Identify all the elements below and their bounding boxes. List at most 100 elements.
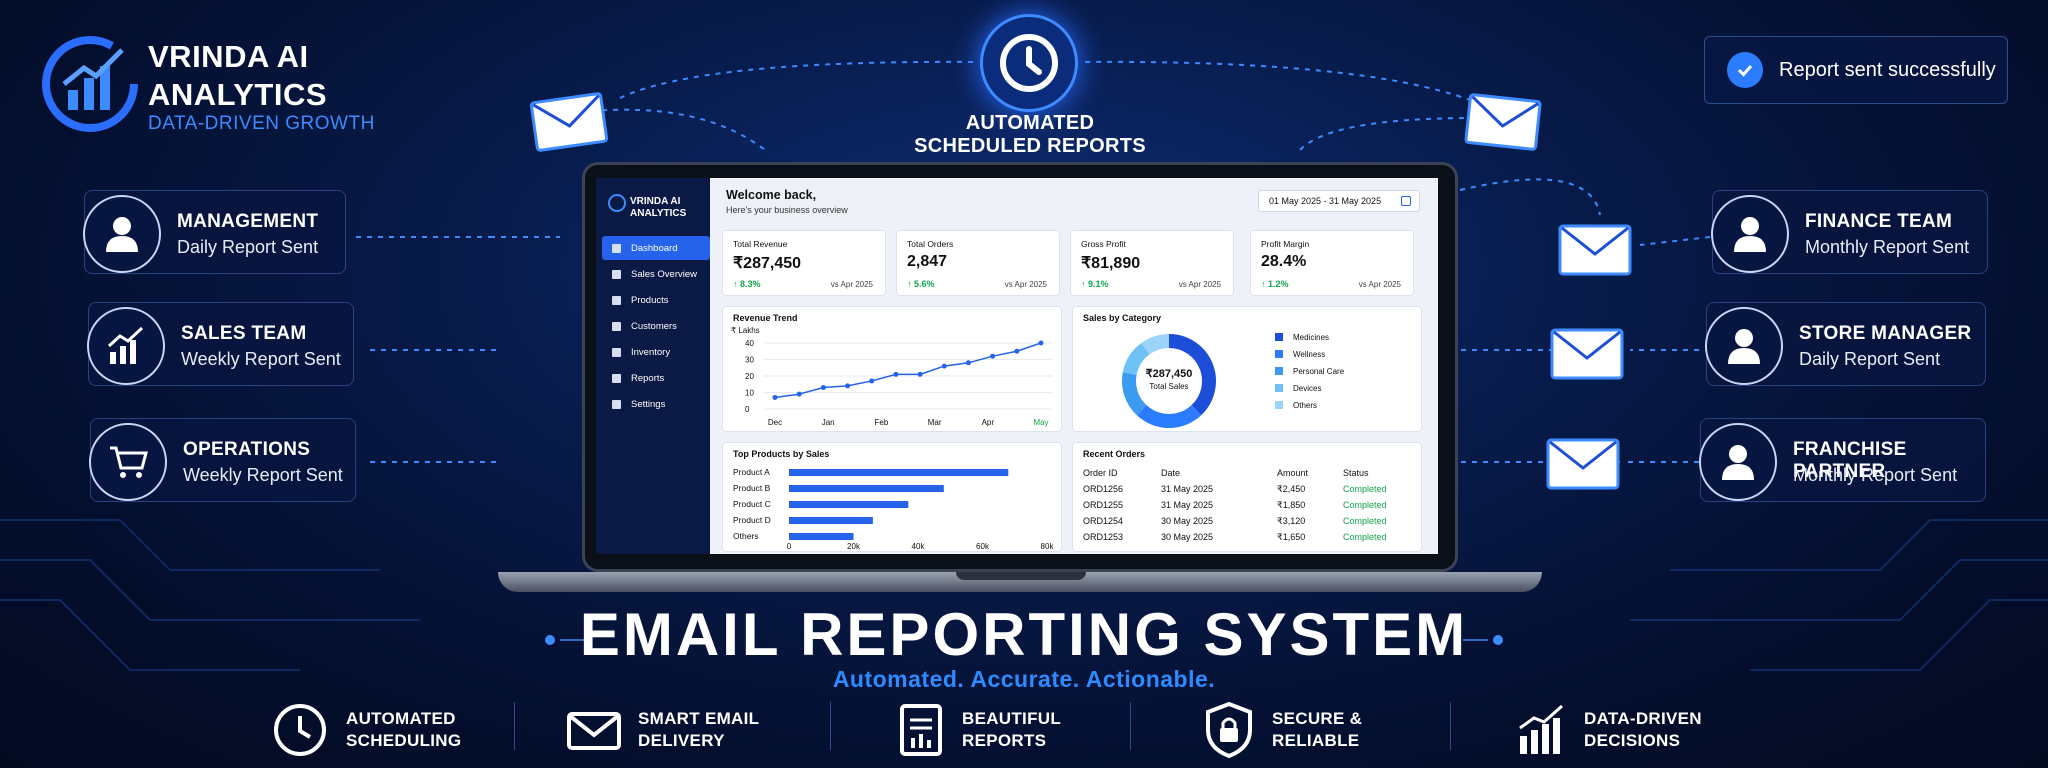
nav-settings[interactable]: Settings [602, 392, 710, 416]
revenue-trend-chart: ₹ Lakhs 40 30 20 10 0 Dec Jan Feb Mar Apr May [731, 326, 1053, 427]
data-point [845, 383, 851, 389]
donut-center-value: ₹287,450 [1146, 368, 1193, 380]
legend-swatch [1275, 384, 1283, 392]
y-tick-label: 30 [745, 356, 754, 365]
kpi-period: vs Apr 2025 [1178, 280, 1221, 289]
nav-products[interactable]: Products [602, 288, 710, 312]
nav-inventory[interactable]: Inventory [602, 340, 710, 364]
user-icon [83, 195, 161, 273]
legend-label: Wellness [1293, 350, 1325, 359]
recent-orders-table: Order ID Date Amount Status ORD1256 31 May 2… [1083, 465, 1423, 545]
donut-slice [1141, 334, 1170, 355]
kpi-change: ↑ 5.6% [907, 279, 935, 289]
data-point [917, 371, 923, 377]
feature-smart-email-delivery: SMART EMAIL DELIVERY [566, 700, 759, 760]
recent-orders-panel: Recent Orders Order ID Date Amount Status O… [1072, 442, 1422, 552]
revenue-trend-title: Revenue Trend [733, 313, 798, 323]
donut-slice [1136, 404, 1202, 428]
table-row[interactable]: ORD1254 30 May 2025 ₹3,120 Completed [1083, 513, 1423, 529]
feature-data-driven-decisions: DATA-DRIVEN DECISIONS [1516, 700, 1702, 760]
data-point [772, 394, 778, 400]
feature-beautiful-reports: BEAUTIFUL REPORTS [898, 700, 1061, 760]
bar-chart-icon [612, 269, 621, 279]
order-status: Completed [1343, 500, 1387, 510]
order-date: 31 May 2025 [1161, 500, 1214, 510]
growth-chart-icon [87, 307, 165, 385]
y-tick-label: 40 [745, 339, 754, 348]
nav-label: Inventory [631, 346, 671, 358]
feature-line2: REPORTS [962, 731, 1047, 750]
sales-by-category-chart: ₹287,450 Total Sales Medicines Wellness Pe… [1122, 333, 1345, 428]
dashboard-main: Welcome back, Here's your business overv… [710, 178, 1438, 554]
order-amount: ₹1,850 [1277, 499, 1306, 510]
kpi-label: Total Revenue [733, 239, 788, 249]
order-date: 31 May 2025 [1161, 484, 1214, 494]
welcome-subtitle: Here's your business overview [726, 205, 848, 215]
nav-dashboard[interactable]: Dashboard [602, 236, 710, 260]
data-point [893, 371, 899, 377]
x-tick-label: 60k [976, 542, 990, 551]
kpi-label: Profit Margin [1261, 239, 1310, 249]
x-tick-label: May [1033, 418, 1048, 427]
date-range-picker[interactable]: 01 May 2025 - 31 May 2025 [1258, 190, 1420, 212]
scheduler-line2: SCHEDULED REPORTS [914, 135, 1146, 157]
headline: EMAIL REPORTING SYSTEM [579, 601, 1469, 668]
envelope-icon [1558, 224, 1632, 276]
kpi-value: 2,847 [907, 253, 948, 270]
nav-label: Settings [631, 398, 666, 410]
data-point [796, 391, 802, 397]
divider [514, 702, 515, 750]
top-products-panel: Top Products by Sales Product A Product B… [722, 442, 1062, 552]
x-tick-label: 80k [1041, 542, 1055, 551]
kpi-change: ↑ 9.1% [1081, 279, 1109, 289]
kpi-value: ₹81,890 [1081, 255, 1141, 272]
subheadline: Automated. Accurate. Actionable. [832, 666, 1216, 692]
brand-tagline: DATA-DRIVEN GROWTH [148, 113, 375, 134]
order-amount: ₹1,650 [1277, 531, 1306, 542]
kpi-value: ₹287,450 [733, 255, 802, 272]
envelope-icon [1550, 328, 1624, 380]
order-id: ORD1254 [1083, 516, 1124, 526]
home-icon [612, 243, 621, 253]
recipient-name: STORE MANAGER [1799, 323, 1972, 344]
legend-label: Personal Care [1293, 367, 1345, 376]
feature-line2: DECISIONS [1584, 731, 1681, 750]
nav-label: Products [631, 294, 669, 306]
data-point [820, 385, 826, 391]
growth-chart-icon [1519, 704, 1563, 754]
check-circle-icon [1727, 52, 1763, 88]
bar-label: Product B [733, 483, 771, 493]
feature-line1: AUTOMATED [346, 709, 456, 728]
table-row[interactable]: ORD1255 31 May 2025 ₹1,850 Completed [1083, 497, 1423, 513]
users-icon [612, 321, 621, 331]
recipient-name: SALES TEAM [181, 323, 307, 344]
nav-label: Sales Overview [631, 268, 697, 280]
donut-slice [1122, 372, 1147, 416]
user-icon [1711, 195, 1789, 273]
lock-shield-icon [1206, 701, 1252, 759]
order-status: Completed [1343, 516, 1387, 526]
kpi-card: Profit Margin 28.4% ↑ 1.2% vs Apr 2025 [1250, 230, 1414, 296]
table-row[interactable]: ORD1253 30 May 2025 ₹1,650 Completed [1083, 529, 1423, 545]
table-row[interactable]: ORD1256 31 May 2025 ₹2,450 Completed [1083, 481, 1423, 497]
revenue-trend-panel: Revenue Trend ₹ Lakhs 40 30 20 10 0 Dec Jan Feb… [722, 306, 1062, 432]
nav-label: Reports [631, 372, 665, 384]
recipient-name: FRANCHISE PARTNER [1793, 439, 1907, 482]
nav-customers[interactable]: Customers [602, 314, 710, 338]
legend-swatch [1275, 367, 1283, 375]
envelope-icon [567, 712, 621, 750]
data-point [1014, 348, 1020, 354]
nav-reports[interactable]: Reports [602, 366, 710, 390]
nav-sales-overview[interactable]: Sales Overview [602, 262, 710, 286]
y-tick-label: 10 [745, 389, 754, 398]
order-amount: ₹3,120 [1277, 515, 1306, 526]
y-tick-label: 20 [745, 372, 754, 381]
dashboard-brand-line2: ANALYTICS [630, 208, 687, 219]
sales-by-category-panel: Sales by Category ₹287,450 Total Sales M… [1072, 306, 1422, 432]
feature-line2: SCHEDULING [346, 731, 462, 750]
data-point [869, 378, 875, 384]
recipient-status: Monthly Report Sent [1793, 465, 1958, 485]
cart-icon [89, 423, 167, 501]
brand-logo-icon [42, 36, 138, 132]
kpi-change: ↑ 1.2% [1261, 279, 1289, 289]
